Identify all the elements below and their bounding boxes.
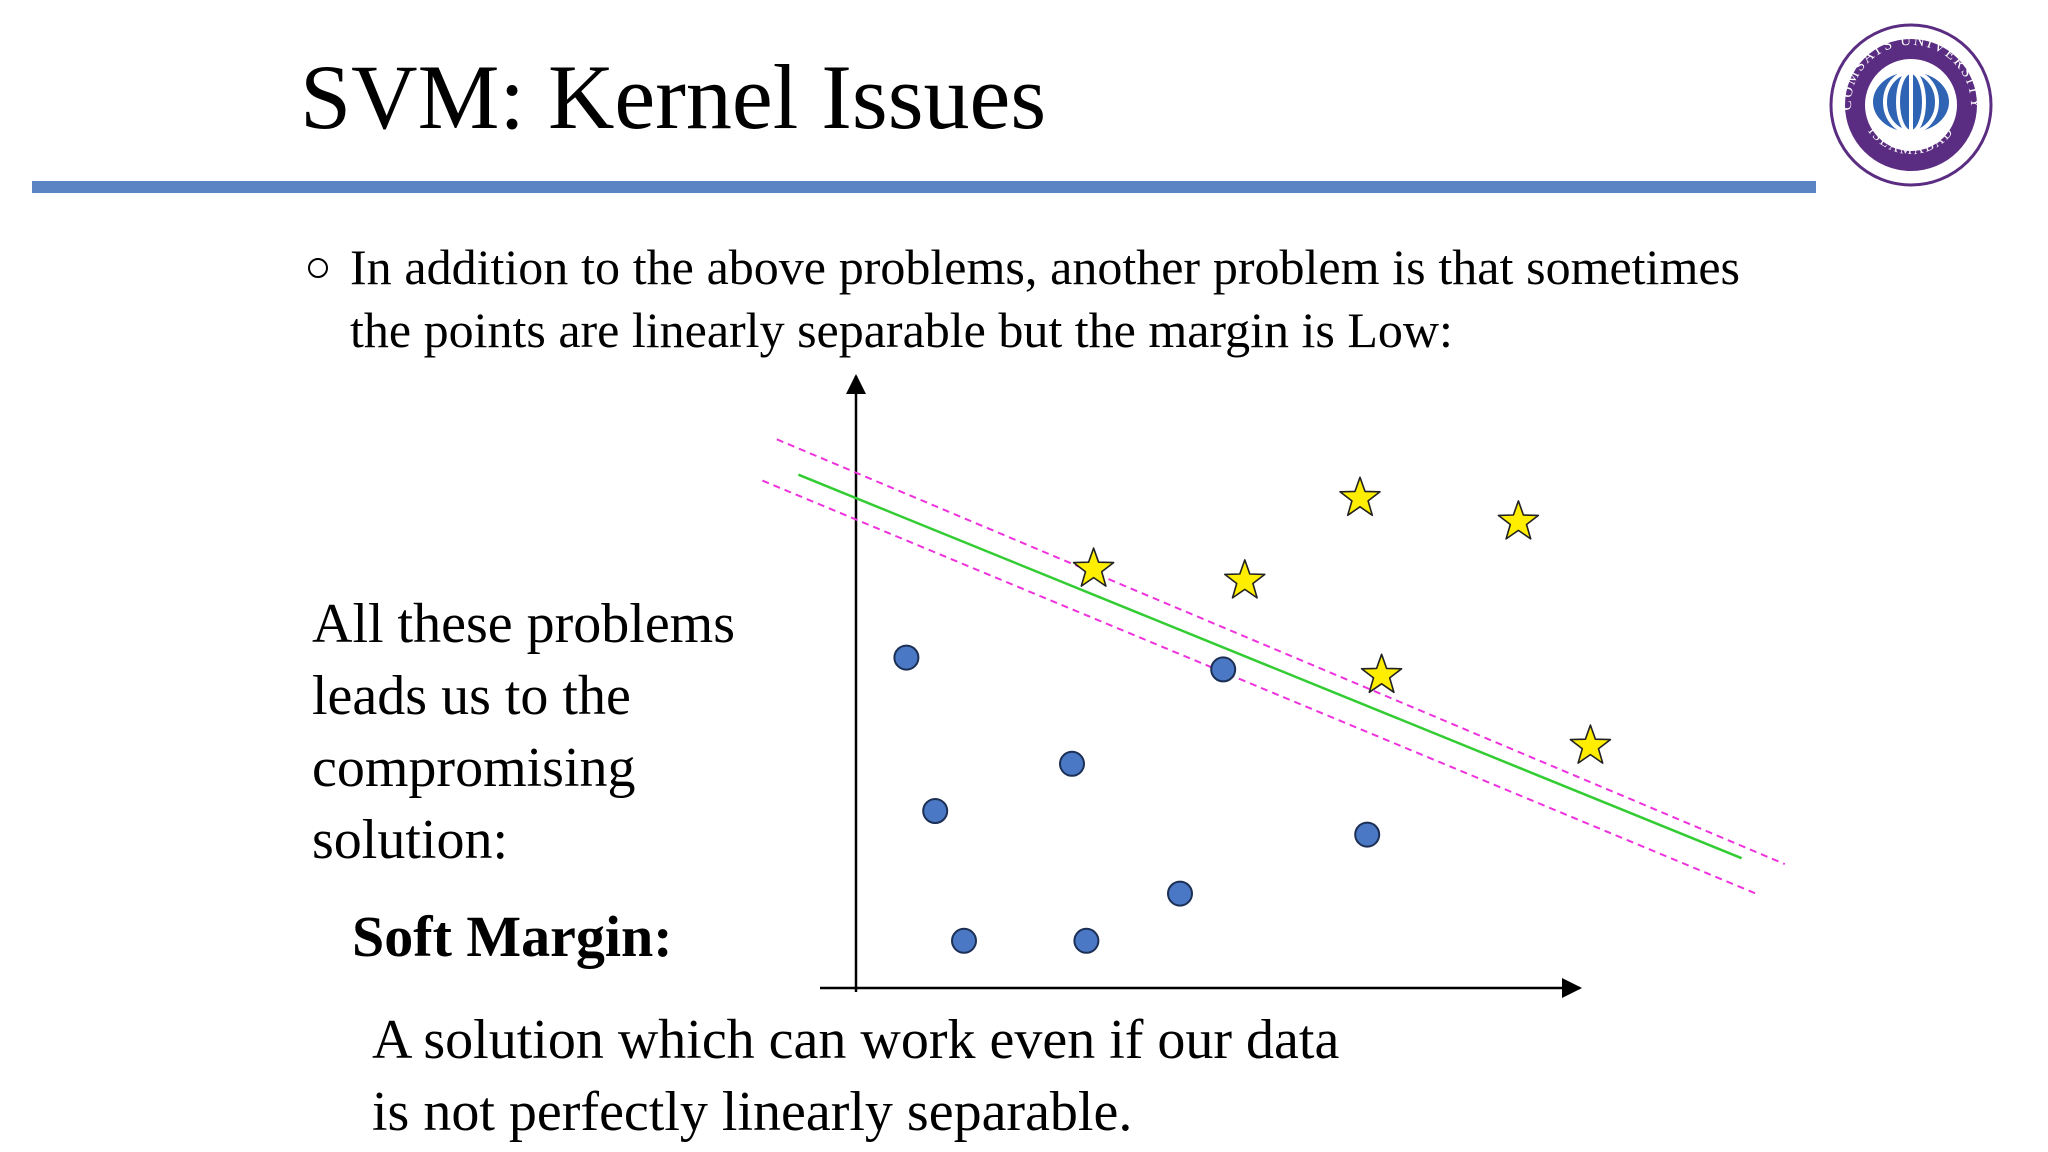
data-points [893,476,1612,954]
globe-icon [1873,70,1949,134]
star-point-4 [1497,500,1540,540]
university-logo-graphic: COMSATS UNIVERSITY ISLAMABAD [1829,23,1993,187]
slide-title: SVM: Kernel Issues [300,46,1047,148]
soft-margin-heading: Soft Margin: [352,904,673,969]
title-underline [32,181,1816,193]
circle-point-3 [1059,750,1085,777]
circle-point-1 [922,798,949,824]
separator-line [797,473,1743,860]
circle-point-5 [1167,880,1193,907]
circle-point-2 [951,927,977,954]
star-point-5 [1569,724,1612,764]
boundary-lines [762,438,1786,895]
circle-point-0 [893,644,920,671]
star-point-3 [1360,653,1403,694]
star-point-1 [1224,559,1266,599]
bullet-circle-icon [308,258,328,278]
margin-line-2 [762,479,1757,895]
star-point-2 [1339,476,1381,517]
circle-point-7 [1354,821,1381,848]
star-point-0 [1072,547,1115,587]
university-logo: COMSATS UNIVERSITY ISLAMABAD [1826,20,1996,190]
bullet-text: In addition to the above problems, anoth… [350,239,1740,358]
side-text: All these problems leads us to the compr… [312,593,736,871]
circle-point-4 [1073,927,1100,954]
margin-line-1 [776,438,1786,866]
circle-point-6 [1210,656,1237,683]
solution-description: A solution which can work even if our da… [372,1009,1340,1143]
